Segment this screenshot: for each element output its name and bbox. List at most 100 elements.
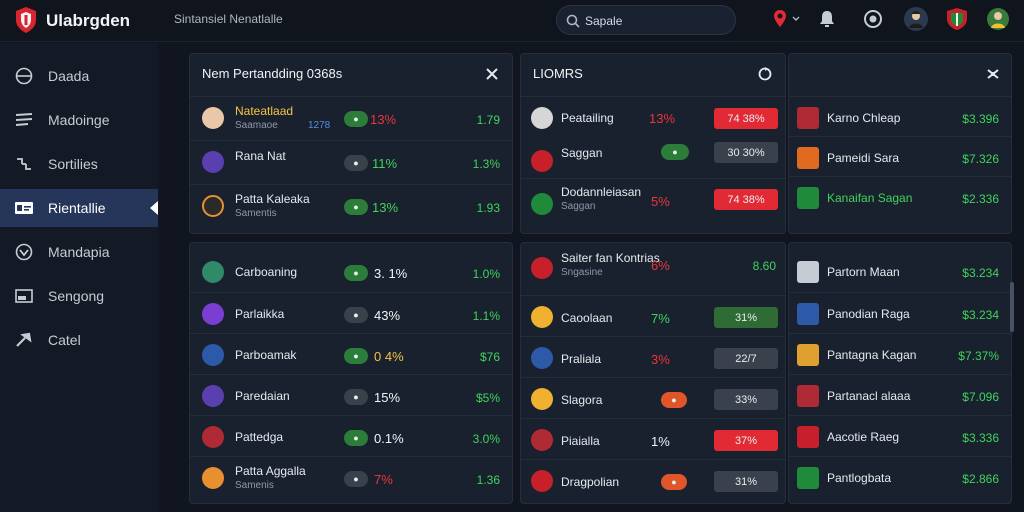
list-item[interactable]: Nateatlaad Saamaoe 1278 ● 13% 1.79 — [190, 96, 512, 140]
scrollbar[interactable] — [1010, 282, 1014, 332]
location-pin-icon[interactable] — [768, 7, 792, 31]
list-item[interactable]: Pantagna Kagan $7.37% — [789, 333, 1011, 377]
odds-pill[interactable]: ● — [661, 144, 689, 160]
sidebar-item-madoinge[interactable]: Madoinge — [0, 101, 158, 139]
sidebar-item-rientallie[interactable]: Rientallie — [0, 189, 158, 227]
list-item[interactable]: Karno Chleap $3.396 — [789, 96, 1011, 140]
team-name: Saggan — [561, 146, 603, 160]
list-item[interactable]: Dragpolian ● 31% — [521, 459, 785, 503]
sidebar-item-label: Sengong — [48, 288, 105, 304]
player-name: Aacotie Raeg — [827, 430, 900, 444]
sidebar-item-mandapia[interactable]: Mandapia — [0, 233, 158, 271]
odds-button[interactable]: 74 38% — [714, 189, 778, 210]
odds-pill[interactable]: ● — [344, 348, 368, 364]
settings-search-icon[interactable] — [861, 7, 885, 31]
team-crest-icon — [531, 429, 553, 451]
odds-button[interactable]: 33% — [714, 389, 778, 410]
odds-pill[interactable]: ● — [344, 389, 368, 405]
player-name: Nateatlaad — [235, 104, 294, 118]
leaderboard-panel: Partorn Maan $3.234 Panodian Raga $3.234 Pan… — [788, 242, 1012, 504]
player-name: Partanacl alaaa — [827, 389, 911, 403]
odds-percent: 7% — [374, 472, 393, 487]
team-crest-icon — [202, 385, 224, 407]
user-avatar-secondary[interactable] — [986, 7, 1010, 31]
list-item[interactable]: Parlaikka ● 43% 1.1% — [190, 292, 512, 336]
sidebar-item-sortilies[interactable]: Sortilies — [0, 145, 158, 183]
odds-value: 1.0% — [472, 267, 500, 281]
team-name: Dragpolian — [561, 475, 620, 489]
odds-value: 1.36 — [476, 473, 500, 487]
expand-icon[interactable] — [985, 66, 1001, 82]
list-item[interactable]: Pameidi Sara $7.326 — [789, 136, 1011, 180]
search-input[interactable] — [585, 12, 725, 30]
list-item[interactable]: Dodannleiasan Saggan 5% 74 38% — [521, 178, 785, 232]
team-name: Praliala — [561, 352, 602, 366]
search-box[interactable] — [556, 5, 736, 35]
odds-button[interactable]: 31% — [714, 471, 778, 492]
app-title: Ulabrgden — [46, 11, 131, 30]
sidebar-item-catel[interactable]: Catel — [0, 321, 158, 359]
dropdown-chevron-icon[interactable] — [792, 7, 800, 31]
list-item[interactable]: Rana Nat ● 11% 1.3% — [190, 140, 512, 184]
odds-button[interactable]: 31% — [714, 307, 778, 328]
list-item[interactable]: Saiter fan Kontrias Sngasine 6% 8.60 — [521, 243, 785, 287]
sidebar-item-daada[interactable]: Daada — [0, 57, 158, 95]
list-item[interactable]: Praliala 3% 22/7 — [521, 336, 785, 380]
team-name: Peatailing — [561, 111, 614, 125]
team-crest-icon — [797, 147, 819, 169]
team-name: Parboamak — [235, 348, 297, 362]
sidebar: Daada Madoinge Sortilies Rientallie Mand… — [0, 43, 158, 512]
odds-pill[interactable]: ● — [344, 155, 368, 171]
team-badge-icon[interactable] — [945, 7, 969, 31]
list-item[interactable]: Aacotie Raeg $3.336 — [789, 415, 1011, 459]
list-item[interactable]: Carboaning ● 3. 1% 1.0% — [190, 251, 512, 295]
odds-value: $5% — [475, 391, 500, 405]
team-name: Dodannleiasan — [561, 185, 642, 199]
list-item[interactable]: Peatailing 13% 74 38% — [521, 96, 785, 140]
odds-percent: 43% — [374, 308, 401, 323]
odds-value: 1.1% — [472, 309, 500, 323]
team-name: Piaialla — [561, 434, 600, 448]
refresh-icon[interactable] — [757, 66, 773, 82]
list-item[interactable]: Partanacl alaaa $7.096 — [789, 374, 1011, 418]
team-crest-icon — [797, 467, 819, 489]
list-item[interactable]: Slagora ● 33% — [521, 377, 785, 421]
list-item[interactable]: Partorn Maan $3.234 — [789, 251, 1011, 295]
odds-button[interactable]: 30 30% — [714, 142, 778, 163]
shield-logo-icon[interactable] — [14, 6, 38, 34]
odds-pill[interactable]: ● — [344, 307, 368, 323]
odds-pill[interactable]: ● — [344, 471, 368, 487]
list-item[interactable]: Pantlogbata $2.866 — [789, 456, 1011, 500]
team-crest-icon — [531, 388, 553, 410]
list-item[interactable]: Pattedga ● 0.1% 3.0% — [190, 415, 512, 459]
odds-pill[interactable]: ● — [344, 199, 368, 215]
team-crest-icon — [797, 344, 819, 366]
odds-button[interactable]: 37% — [714, 430, 778, 451]
user-avatar[interactable] — [904, 7, 928, 31]
odds-percent: 13% — [372, 200, 399, 215]
odds-button[interactable]: 22/7 — [714, 348, 778, 369]
list-item[interactable]: Saggan ● 30 30% — [521, 140, 785, 184]
list-item[interactable]: Patta Aggalla Samenis ● 7% 1.36 — [190, 456, 512, 500]
player-name: Pantagna Kagan — [827, 348, 917, 362]
player-rating: 1278 — [308, 120, 331, 131]
matches-panel: LIOMRS Peatailing 13% 74 38% Saggan ● 30… — [520, 53, 786, 234]
odds-pill[interactable]: ● — [344, 111, 368, 127]
odds-pill[interactable]: ● — [344, 430, 368, 446]
list-item[interactable]: Caoolaan 7% 31% — [521, 295, 785, 339]
list-item[interactable]: Parboamak ● 0 4% $76 — [190, 333, 512, 377]
odds-button[interactable]: 74 38% — [714, 108, 778, 129]
odds-pill[interactable]: ● — [344, 265, 368, 281]
bell-icon[interactable] — [815, 7, 839, 31]
sidebar-item-sengong[interactable]: Sengong — [0, 277, 158, 315]
team-crest-icon — [202, 426, 224, 448]
list-item[interactable]: Panodian Raga $3.234 — [789, 292, 1011, 336]
team-name: Carboaning — [235, 265, 298, 279]
list-item[interactable]: Patta Kaleaka Samentis ● 13% 1.93 — [190, 184, 512, 228]
odds-pill[interactable]: ● — [661, 392, 687, 408]
close-icon[interactable] — [484, 66, 500, 82]
list-item[interactable]: Kanaifan Sagan $2.336 — [789, 176, 1011, 220]
list-item[interactable]: Piaialla 1% 37% — [521, 418, 785, 462]
list-item[interactable]: Paredaian ● 15% $5% — [190, 374, 512, 418]
odds-pill[interactable]: ● — [661, 474, 687, 490]
